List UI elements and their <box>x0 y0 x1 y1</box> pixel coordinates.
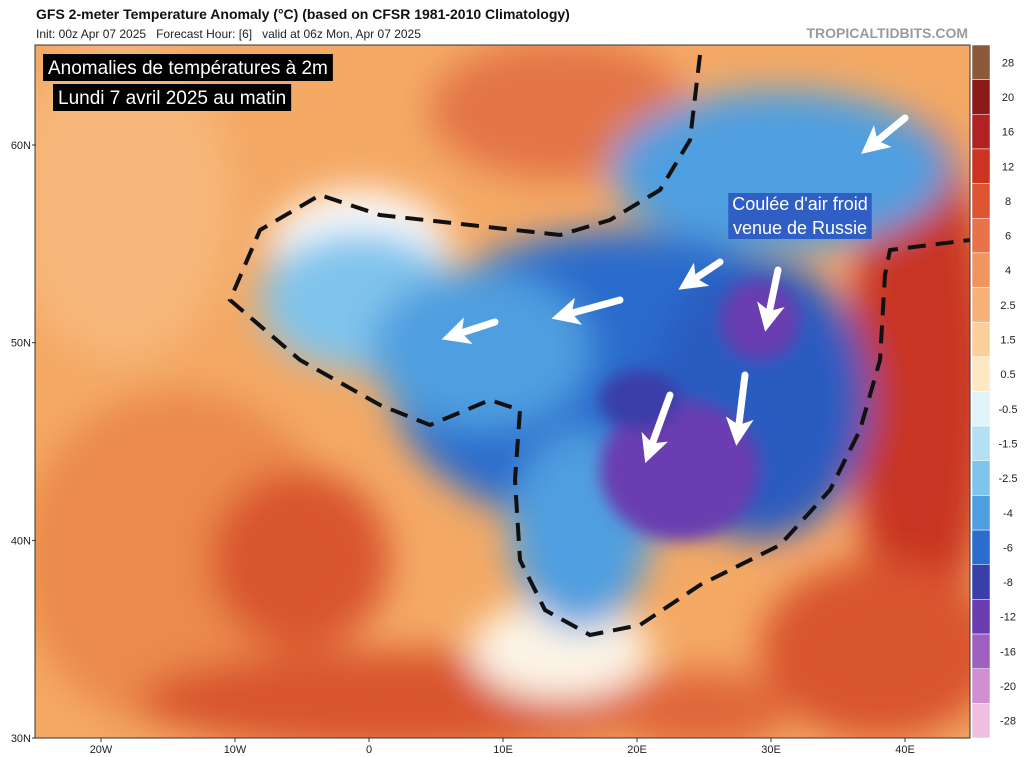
colorbar-swatch <box>971 79 991 115</box>
overlay-box <box>43 54 333 81</box>
lat-label: 30N <box>11 733 31 745</box>
annotation-text: Coulée d'air froid <box>732 194 868 214</box>
colorbar-label: -8 <box>1003 577 1013 589</box>
colorbar-swatch <box>971 148 991 184</box>
map <box>35 45 970 738</box>
lon-label: 10E <box>493 744 513 756</box>
colorbar-swatch <box>971 564 991 600</box>
lat-label: 60N <box>11 140 31 152</box>
overlay: Anomalies de températures à 2m Lundi 7 av… <box>43 54 872 239</box>
colorbar-label: 20 <box>1002 92 1014 104</box>
colorbar-swatch <box>971 529 991 565</box>
colorbar-label: -2.5 <box>999 473 1018 485</box>
colorbar-swatch <box>971 321 991 358</box>
overlay-text: Lundi 7 avril 2025 au matin <box>58 88 286 109</box>
colorbar-label: 1.5 <box>1000 335 1015 347</box>
lon-label: 30E <box>761 744 781 756</box>
colorbar-swatch <box>971 114 991 150</box>
colorbar-label: -28 <box>1000 716 1016 728</box>
colorbar-swatch <box>971 633 991 669</box>
colorbar-label: -12 <box>1000 612 1016 624</box>
lon-label: 10W <box>224 744 247 756</box>
lat-label: 50N <box>11 338 31 350</box>
annotation: Coulée d'air froid venue de Russie <box>728 193 872 239</box>
overlay-box <box>53 84 292 111</box>
colorbar-label: -6 <box>1003 542 1013 554</box>
colorbar-label: 0.5 <box>1000 369 1015 381</box>
colorbar-swatch <box>971 425 991 462</box>
credit: TROPICALTIDBITS.COM <box>806 25 968 41</box>
colorbar-swatch <box>971 460 991 496</box>
colorbar-swatch <box>971 495 991 531</box>
colorbar-label: -1.5 <box>999 438 1018 450</box>
title: GFS 2-meter Temperature Anomaly (°C) (ba… <box>36 6 570 22</box>
annotation-box <box>728 193 872 239</box>
lon-label: 40E <box>895 744 915 756</box>
lon-label: 0 <box>366 744 372 756</box>
lat-label: 40N <box>11 535 31 547</box>
colorbar-swatch <box>971 356 991 392</box>
colorbar-swatch <box>971 252 991 288</box>
lon-label: 20W <box>90 744 113 756</box>
colorbar-swatch <box>971 668 991 704</box>
colorbar-swatch <box>971 703 991 739</box>
colorbar-label: 8 <box>1005 196 1011 208</box>
colorbar-label: 16 <box>1002 127 1014 139</box>
colorbar: 28 20 16 12 8 6 4 2.5 1.5 0.5 -0.5 -1.5 -2.5 -4 -6 -8 -1… <box>971 44 1018 739</box>
colorbar-swatch <box>971 287 991 323</box>
colorbar-swatch <box>971 183 991 219</box>
colorbar-label: -0.5 <box>999 404 1018 416</box>
colorbar-swatch <box>971 599 991 635</box>
colorbar-label: 4 <box>1005 265 1011 277</box>
colorbar-swatch <box>971 218 991 254</box>
dashed-outline <box>227 54 970 638</box>
lon-label: 20E <box>627 744 647 756</box>
axes: 60N 50N 40N 30N 20W 10W 0 10E 20E 30E 40E <box>11 140 915 756</box>
arrows <box>441 114 909 464</box>
colorbar-label: -16 <box>1000 646 1016 658</box>
colorbar-label: -20 <box>1000 681 1016 693</box>
colorbar-label: 28 <box>1002 57 1014 69</box>
colorbar-label: 6 <box>1005 231 1011 243</box>
overlay-text: Anomalies de températures à 2m <box>48 58 328 79</box>
subtitle: Init: 00z Apr 07 2025 Forecast Hour: [6]… <box>36 27 421 41</box>
annotation-text: venue de Russie <box>733 218 867 238</box>
colorbar-label: -4 <box>1003 508 1013 520</box>
colorbar-swatch <box>971 44 991 80</box>
colorbar-label: 12 <box>1002 161 1014 173</box>
colorbar-label: 2.5 <box>1000 300 1015 312</box>
colorbar-swatch <box>971 391 991 427</box>
